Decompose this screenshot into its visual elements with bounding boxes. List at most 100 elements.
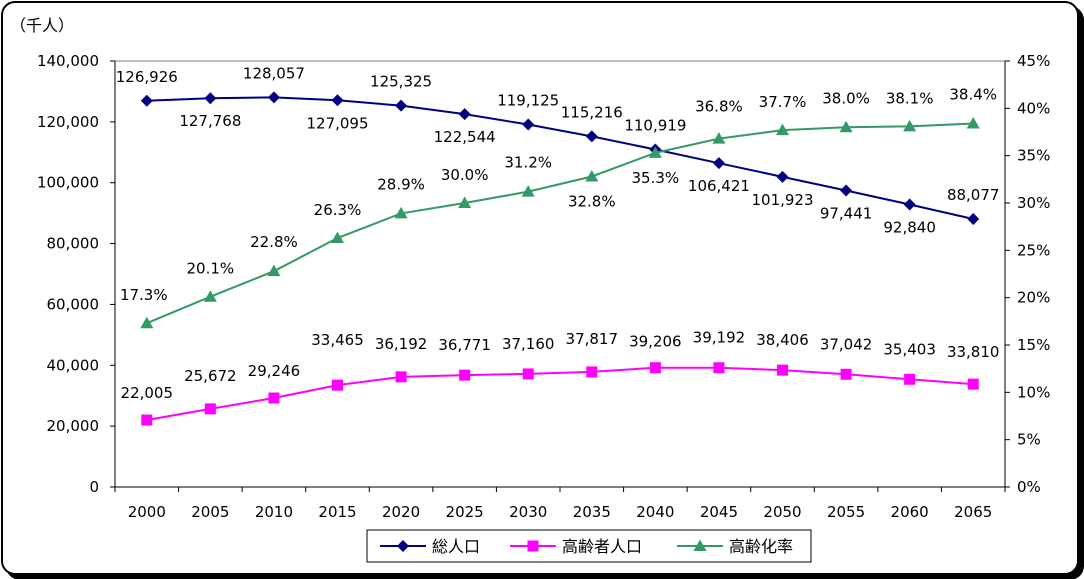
data-point-diamond xyxy=(522,118,535,131)
data-label: 33,810 xyxy=(947,343,1000,361)
data-point-diamond xyxy=(712,157,725,170)
series-layer xyxy=(140,91,980,426)
data-point-diamond xyxy=(267,91,280,104)
data-label: 37.7% xyxy=(759,93,807,111)
data-point-square xyxy=(459,369,471,381)
x-tick-label: 2065 xyxy=(954,503,992,521)
data-label: 106,421 xyxy=(688,177,750,195)
data-label: 37,160 xyxy=(502,335,555,353)
data-point-square xyxy=(777,364,788,376)
data-point-square xyxy=(395,371,407,383)
data-label: 20.1% xyxy=(187,260,235,278)
data-point-diamond xyxy=(331,94,344,107)
data-label: 35,403 xyxy=(883,340,936,358)
data-label: 22,005 xyxy=(121,384,174,402)
x-tick-label: 2045 xyxy=(700,503,738,521)
legend: 総人口 高齢者人口 高齢化率 xyxy=(366,529,812,563)
data-point-triangle xyxy=(776,123,789,136)
data-label: 37,042 xyxy=(820,335,873,353)
data-point-square xyxy=(649,362,661,374)
data-point-diamond xyxy=(840,184,853,197)
left-tick-label: 20,000 xyxy=(47,417,100,435)
data-point-diamond xyxy=(585,130,598,143)
x-tick-label: 2000 xyxy=(128,503,166,521)
left-tick-label: 140,000 xyxy=(37,52,99,70)
data-label: 35.3% xyxy=(632,169,680,187)
data-point-triangle xyxy=(267,264,281,277)
x-tick-label: 2005 xyxy=(191,503,229,521)
x-tick-label: 2035 xyxy=(573,503,611,521)
data-point-triangle xyxy=(585,169,599,182)
data-label: 128,057 xyxy=(243,64,305,82)
data-label: 38,406 xyxy=(756,331,809,349)
data-label: 37,817 xyxy=(566,330,619,348)
left-tick-label: 40,000 xyxy=(47,356,100,374)
data-label: 36,771 xyxy=(438,336,491,354)
data-label: 92,840 xyxy=(883,219,936,237)
right-tick-label: 35% xyxy=(1017,147,1050,165)
legend-box xyxy=(366,529,812,563)
data-point-triangle xyxy=(966,116,980,129)
data-point-square xyxy=(713,362,725,374)
data-label: 39,192 xyxy=(693,329,746,347)
x-tick-label: 2025 xyxy=(446,503,484,521)
data-label: 36,192 xyxy=(375,335,428,353)
data-label: 127,768 xyxy=(179,112,241,130)
data-label: 38.0% xyxy=(822,89,870,107)
left-tick-label: 0 xyxy=(89,478,99,496)
data-point-square xyxy=(904,373,916,385)
right-tick-label: 25% xyxy=(1017,241,1050,259)
right-tick-label: 30% xyxy=(1017,194,1050,212)
legend-label: 高齢化率 xyxy=(729,537,793,556)
data-label: 101,923 xyxy=(751,191,813,209)
legend-label: 総人口 xyxy=(432,537,480,556)
data-label: 38.4% xyxy=(949,85,997,103)
data-label: 26.3% xyxy=(314,201,362,219)
series-total-population-line xyxy=(146,96,974,220)
data-labels: 126,926 127,768 128,057 127,095 125,325 122,5… xyxy=(116,64,1000,402)
data-point-square xyxy=(204,403,216,415)
series-aging-rate-line xyxy=(146,122,974,325)
unit-label: （千人） xyxy=(10,16,74,35)
data-point-diamond xyxy=(967,212,980,225)
data-point-diamond xyxy=(776,170,789,183)
data-point-triangle xyxy=(648,146,662,158)
plot-area xyxy=(114,60,1006,488)
data-label: 28.9% xyxy=(377,175,425,193)
data-label: 36.8% xyxy=(695,98,743,116)
data-point-diamond xyxy=(395,99,408,112)
data-point-square xyxy=(141,414,153,426)
data-label: 125,325 xyxy=(370,73,432,91)
series-total-population xyxy=(140,91,980,225)
left-tick-label: 100,000 xyxy=(37,174,99,192)
data-label: 30.0% xyxy=(441,166,489,184)
data-point-square xyxy=(332,379,343,391)
data-label: 119,125 xyxy=(497,92,559,110)
x-tick-label: 2020 xyxy=(382,503,420,521)
data-point-triangle xyxy=(458,196,472,208)
data-point-square xyxy=(268,392,280,404)
data-point-triangle xyxy=(203,290,217,302)
data-label: 32.8% xyxy=(568,192,616,210)
data-point-square xyxy=(967,378,979,390)
right-tick-label: 15% xyxy=(1017,336,1050,354)
data-label: 38.1% xyxy=(886,89,934,107)
data-point-diamond xyxy=(458,108,471,121)
data-point-triangle xyxy=(693,539,707,551)
legend-item: 高齢化率 xyxy=(677,537,793,556)
data-point-triangle xyxy=(394,206,408,219)
data-label: 115,216 xyxy=(561,103,623,121)
left-tick-label: 60,000 xyxy=(47,295,100,313)
data-label: 110,919 xyxy=(624,116,686,134)
x-tick-label: 2015 xyxy=(318,503,356,521)
x-tick-label: 2040 xyxy=(636,503,674,521)
data-point-diamond xyxy=(397,540,409,552)
data-point-triangle xyxy=(140,316,154,329)
legend-item: 高齢者人口 xyxy=(510,537,642,556)
x-tick-label: 2030 xyxy=(509,503,547,521)
data-point-diamond xyxy=(204,92,217,105)
left-tick-label: 120,000 xyxy=(37,113,99,131)
data-label: 122,544 xyxy=(434,128,496,146)
